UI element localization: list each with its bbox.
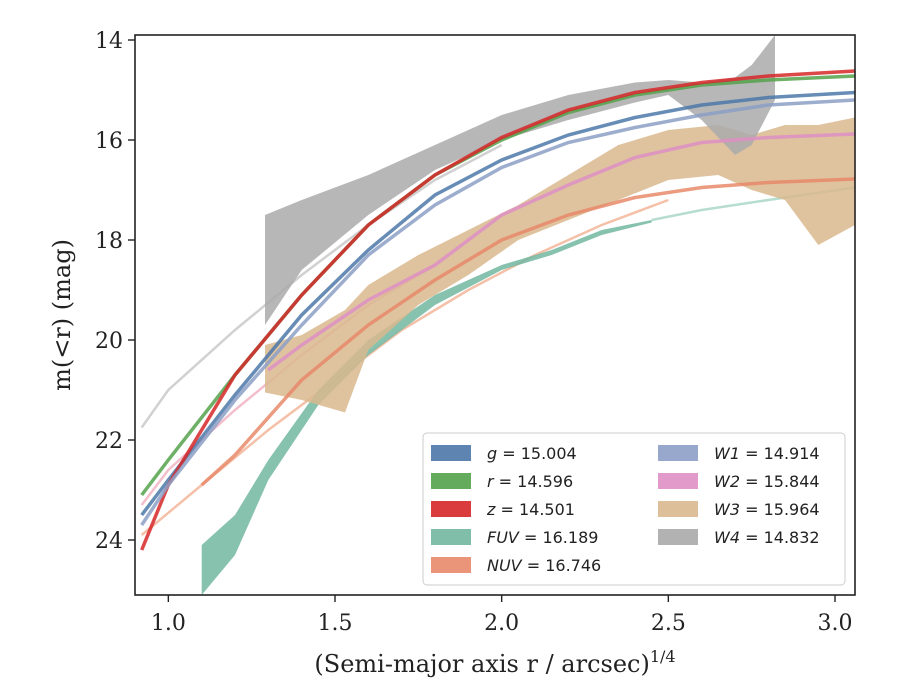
- y-axis-label: m(<r) (mag): [48, 239, 76, 391]
- x-tick-label-1.0: 1.0: [151, 611, 186, 636]
- plot-area: [140, 35, 855, 595]
- legend: g = 15.004 r = 14.596 z = 14.501 FUV = 16.1…: [422, 432, 846, 586]
- legend-label-w4: W4 = 14.832: [714, 528, 820, 547]
- plot-frame: [134, 34, 856, 596]
- y-tick-label-22: 22: [95, 429, 123, 454]
- series-line-w2: [267, 132, 855, 372]
- y-tick-label-18: 18: [95, 229, 123, 254]
- legend-label-w2: W2 = 15.844: [714, 472, 820, 491]
- series-line-nuv: [200, 177, 855, 487]
- series-band-w3: [265, 117, 855, 413]
- legend-swatch-g: [431, 445, 471, 461]
- legend-label-fuv: FUV = 16.189: [487, 528, 598, 547]
- series-line-g: [140, 90, 855, 517]
- legend-swatch-r: [431, 473, 471, 489]
- x-tick-label-3.0: 3.0: [818, 611, 853, 636]
- y-tick-label-24: 24: [95, 529, 123, 554]
- x-axis-label-superscript: 1/4: [650, 647, 676, 666]
- legend-label-w3: W3 = 15.964: [714, 500, 820, 519]
- legend-swatch-z: [431, 501, 471, 517]
- legend-swatch-nuv: [431, 557, 471, 573]
- series-band-w4: [265, 35, 775, 325]
- legend-label-nuv: NUV = 16.746: [487, 556, 601, 575]
- legend-box: [422, 432, 846, 586]
- x-tick-label-2.5: 2.5: [651, 611, 686, 636]
- axes: 1.0 1.5 2.0 2.5 3.0 14 16 18 20 22 24: [95, 29, 856, 636]
- x-tick-label-1.5: 1.5: [318, 611, 353, 636]
- series-line-w1: [140, 98, 855, 526]
- legend-swatch-w4: [658, 529, 698, 545]
- model-curve-0: [140, 143, 503, 429]
- y-tick-label-16: 16: [95, 129, 123, 154]
- legend-swatch-w3: [658, 501, 698, 517]
- x-axis-label: (Semi-major axis r / arcsec)1/4: [314, 647, 675, 678]
- x-tick-label-2.0: 2.0: [484, 611, 519, 636]
- legend-swatch-w2: [658, 473, 698, 489]
- series-line-z: [140, 69, 855, 551]
- legend-swatch-fuv: [431, 529, 471, 545]
- legend-label-z: z = 14.501: [486, 500, 575, 519]
- legend-label-w1: W1 = 14.914: [714, 444, 820, 463]
- legend-label-r: r = 14.596: [487, 472, 573, 491]
- legend-label-g: g = 15.004: [487, 444, 577, 463]
- y-tick-label-14: 14: [95, 29, 123, 54]
- legend-swatch-w1: [658, 445, 698, 461]
- y-tick-label-20: 20: [95, 329, 123, 354]
